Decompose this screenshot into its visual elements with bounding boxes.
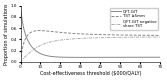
Y-axis label: Proportion of simulations: Proportion of simulations xyxy=(4,3,9,65)
X-axis label: Cost-effectiveness threshold ($000/QALY): Cost-effectiveness threshold ($000/QALY) xyxy=(40,71,141,76)
Legend: QFT-GIT, TST ≥5mm, QFT-GIT negative
share TST: QFT-GIT, TST ≥5mm, QFT-GIT negative shar… xyxy=(110,8,158,30)
